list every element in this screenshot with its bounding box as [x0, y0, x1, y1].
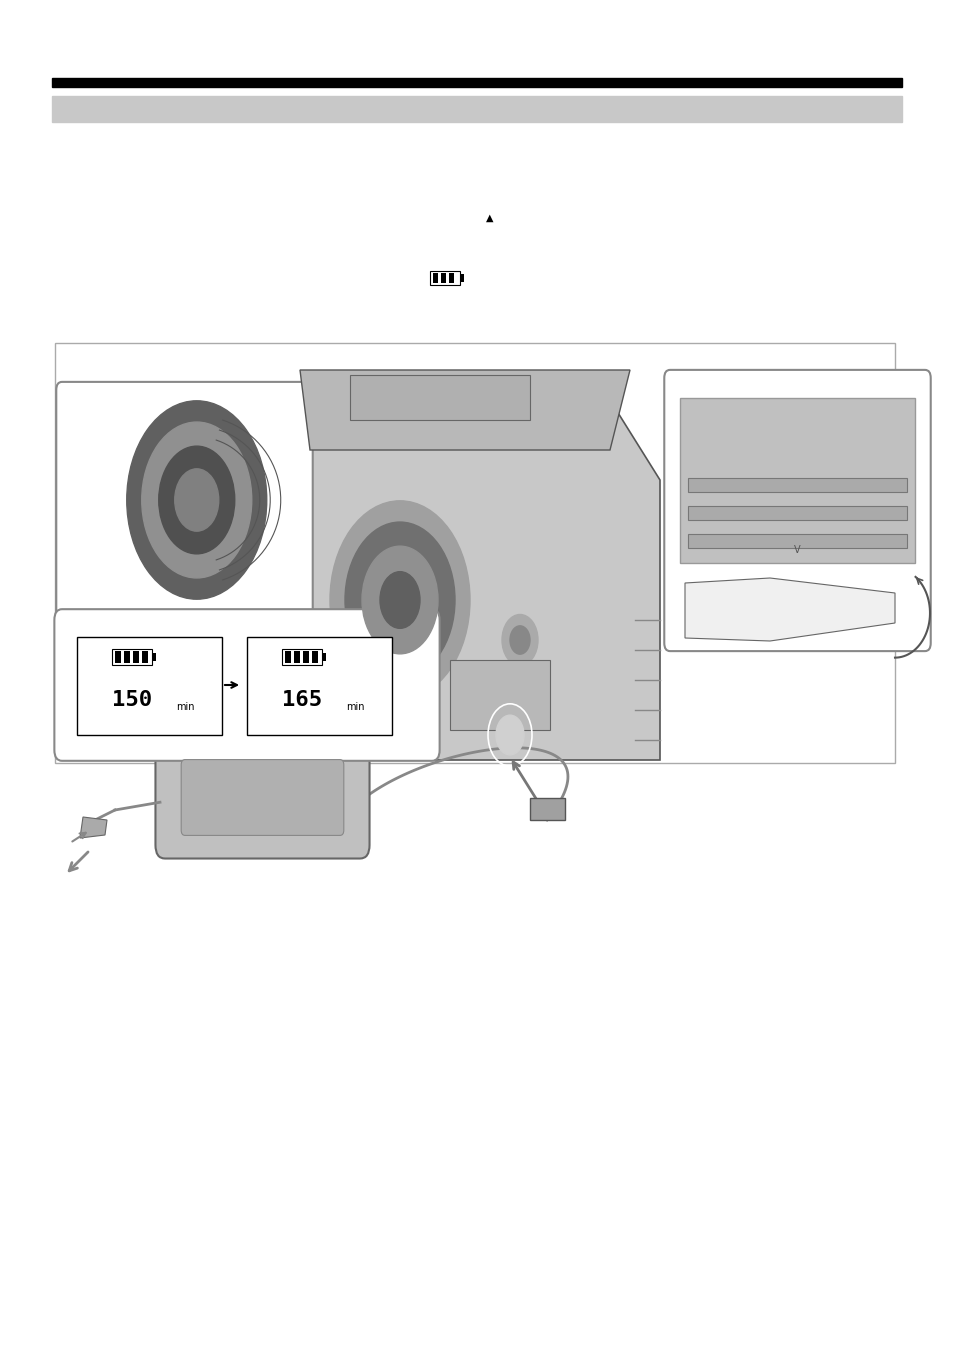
Circle shape [510, 626, 530, 654]
Bar [294, 652, 299, 662]
Polygon shape [684, 579, 894, 641]
Polygon shape [299, 370, 629, 450]
Polygon shape [299, 389, 659, 760]
Bar [430, 270, 459, 285]
Bar [55, 343, 894, 763]
Text: V: V [793, 545, 800, 556]
Bar [52, 78, 901, 87]
Circle shape [379, 572, 419, 629]
Text: 150: 150 [112, 690, 152, 710]
Bar [687, 506, 906, 521]
Text: min: min [176, 702, 194, 713]
Bar [440, 273, 446, 283]
Bar [285, 652, 291, 662]
Polygon shape [80, 817, 107, 838]
Bar [247, 637, 392, 735]
Bar [679, 397, 914, 562]
Bar [433, 273, 437, 283]
Bar [112, 649, 152, 665]
Circle shape [361, 546, 437, 654]
Bar [124, 652, 130, 662]
Bar [350, 375, 530, 420]
Bar [459, 274, 463, 283]
Bar [322, 653, 326, 661]
Circle shape [174, 469, 218, 531]
Circle shape [345, 522, 455, 677]
FancyBboxPatch shape [155, 737, 369, 859]
Bar [303, 652, 309, 662]
Bar [282, 649, 322, 665]
Text: 165: 165 [282, 690, 322, 710]
Bar [52, 96, 901, 122]
FancyBboxPatch shape [54, 610, 439, 761]
FancyBboxPatch shape [56, 381, 313, 618]
FancyBboxPatch shape [181, 760, 343, 836]
Circle shape [158, 446, 234, 554]
Circle shape [501, 615, 537, 665]
Bar [77, 637, 222, 735]
Bar [449, 273, 454, 283]
Circle shape [127, 400, 267, 599]
Circle shape [496, 715, 523, 754]
Bar [450, 660, 550, 730]
Bar [687, 479, 906, 492]
Bar [115, 652, 121, 662]
Circle shape [142, 422, 252, 577]
Circle shape [330, 500, 470, 699]
Text: min: min [346, 702, 365, 713]
Bar [132, 652, 139, 662]
Bar [142, 652, 148, 662]
Bar [687, 534, 906, 548]
FancyBboxPatch shape [663, 370, 930, 652]
Bar [152, 653, 156, 661]
Bar [312, 652, 317, 662]
Text: ▲: ▲ [486, 214, 494, 223]
Bar [530, 798, 564, 821]
